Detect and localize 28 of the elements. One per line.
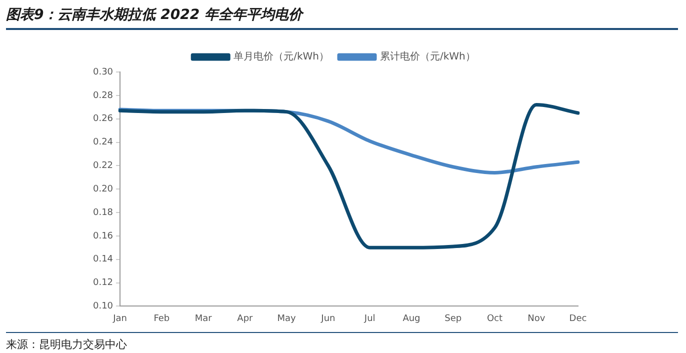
x-tick-label: Nov	[528, 314, 546, 324]
y-tick-label: 0.22	[92, 161, 114, 172]
line-series	[118, 103, 580, 250]
x-tick-label: Apr	[237, 314, 254, 324]
x-tick-label: Jan	[112, 314, 127, 324]
chart-title: 图表9：云南丰水期拉低 2022 年全年平均电价	[6, 6, 678, 30]
x-tick-label: Sep	[444, 314, 462, 324]
x-tick-label: Jun	[320, 314, 336, 324]
y-tick-label: 0.26	[92, 114, 114, 124]
legend-label: 累计电价（元/kWh）	[380, 50, 476, 63]
x-tick-label: Feb	[154, 314, 170, 324]
y-tick-label: 0.18	[92, 208, 114, 218]
y-tick-label: 0.24	[92, 138, 114, 148]
x-tick-label: Oct	[486, 314, 503, 324]
y-tick-label: 0.16	[92, 231, 114, 242]
x-tick-label: Mar	[194, 314, 212, 324]
x-tick-label: Aug	[402, 314, 420, 324]
y-tick-label: 0.10	[92, 302, 114, 312]
y-tick-label: 0.14	[92, 254, 114, 265]
x-tick-label: May	[277, 314, 297, 324]
y-tick-label: 0.28	[92, 90, 114, 101]
x-tick-label: Dec	[569, 314, 587, 324]
y-tick-label: 0.30	[92, 67, 114, 78]
legend-label: 单月电价（元/kWh）	[234, 50, 330, 63]
y-tick-label: 0.20	[92, 184, 114, 194]
source-note: 来源：昆明电力交易中心	[6, 332, 678, 352]
x-tick-label: Jul	[363, 314, 376, 324]
y-tick-label: 0.12	[92, 278, 114, 288]
